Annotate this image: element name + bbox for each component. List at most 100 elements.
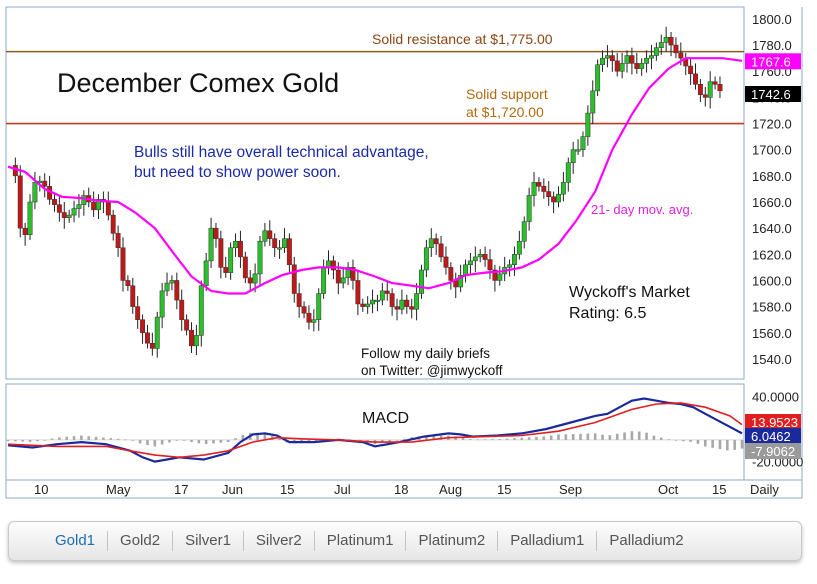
candle-body-up <box>649 55 654 59</box>
candle <box>492 264 498 292</box>
macd-histogram-bar <box>263 433 267 440</box>
candle-body-down <box>384 290 390 294</box>
macd-histogram-bar <box>278 438 281 440</box>
twitter-line1: Follow my daily briefs <box>361 346 490 361</box>
resistance-label: Solid resistance at $1,775.00 <box>372 31 553 47</box>
tab-silver2[interactable]: Silver2 <box>242 531 314 551</box>
candle <box>379 283 385 306</box>
macd-histogram-bar <box>740 439 744 449</box>
candle-body-down <box>125 280 131 286</box>
candle-body-up <box>345 267 351 279</box>
candle <box>531 171 537 207</box>
candle <box>423 239 429 278</box>
candle-body-down <box>355 280 361 305</box>
candle-body-down <box>179 299 185 320</box>
candle-body-up <box>658 42 664 48</box>
macd-histogram-bar <box>50 438 54 440</box>
candle <box>306 305 312 330</box>
macd-histogram-bar <box>513 438 516 440</box>
candle-body-down <box>693 73 698 85</box>
x-tick-label: May <box>106 482 131 497</box>
macd-histogram-bar <box>593 433 597 440</box>
tab-platinum2[interactable]: Platinum2 <box>405 531 497 551</box>
candle-body-up <box>458 274 464 288</box>
candle <box>203 253 209 291</box>
candle-body-up <box>32 182 38 203</box>
candle-body-down <box>91 201 97 211</box>
macd-histogram-bar <box>234 438 237 440</box>
x-axis-frame <box>5 479 803 499</box>
candle <box>526 187 532 231</box>
candle-body-up <box>321 267 327 294</box>
bulls-note-line2: but need to show power soon. <box>134 164 341 181</box>
candle <box>125 275 131 291</box>
macd-histogram-bar <box>564 434 568 440</box>
ma-price-tag: 1767.6 <box>745 53 801 70</box>
candle <box>663 26 669 52</box>
candle-body-up <box>340 277 346 284</box>
macd-histogram-bar <box>491 439 494 441</box>
candle-body-down <box>433 238 439 245</box>
candle-body-up <box>556 193 561 203</box>
candle <box>130 277 136 314</box>
candle-body-up <box>203 260 209 286</box>
candle-body-up <box>570 149 576 164</box>
candle-body-down <box>404 299 410 307</box>
candle <box>296 283 302 318</box>
last-price-tag: 1742.6 <box>745 85 801 102</box>
candle <box>512 246 517 276</box>
candle-body-up <box>512 254 517 266</box>
tab-palladium1[interactable]: Palladium1 <box>497 531 596 551</box>
support-label-line2: at $1,720.00 <box>466 104 544 120</box>
candle <box>629 47 635 75</box>
candle <box>560 171 566 202</box>
candle <box>218 230 224 279</box>
candle <box>541 178 547 199</box>
candle <box>145 324 150 349</box>
candle-body-up <box>604 55 610 59</box>
tab-gold1[interactable]: Gold1 <box>55 532 96 549</box>
y-tick-label: 1800.0 <box>752 12 792 27</box>
tab-silver1[interactable]: Silver1 <box>172 531 243 551</box>
macd-histogram-bar <box>505 438 509 440</box>
candle <box>32 171 38 210</box>
x-tick-label: Oct <box>658 482 679 497</box>
macd-histogram-bar <box>615 433 619 440</box>
tab-palladium2[interactable]: Palladium2 <box>596 531 695 551</box>
y-tick-label: 1580.0 <box>752 300 792 315</box>
candle-body-down <box>301 306 307 314</box>
macd-histogram-bar <box>498 439 502 440</box>
macd-histogram-bar <box>652 435 656 440</box>
candle-body-up <box>526 195 532 222</box>
candle-body-down <box>668 36 674 46</box>
candle-body-down <box>115 233 121 249</box>
candle-body-down <box>184 319 190 331</box>
candle-body-down <box>110 214 116 234</box>
macd-histogram-bar <box>667 439 670 441</box>
macd-histogram-bar <box>681 439 685 442</box>
tab-platinum1[interactable]: Platinum1 <box>313 531 406 551</box>
tab-gold2[interactable]: Gold2 <box>107 531 172 551</box>
candle-body-up <box>560 182 566 195</box>
macd-histogram-bar <box>659 437 663 440</box>
macd-hist-tag-text: -7.9062 <box>751 444 795 459</box>
candle-body-down <box>536 182 542 187</box>
macd-histogram-bar <box>124 439 127 441</box>
candle-body-down <box>272 238 278 249</box>
macd-histogram-bar <box>439 435 443 440</box>
candle-body-up <box>159 290 165 318</box>
candle-body-up <box>467 260 473 266</box>
candle <box>507 259 513 277</box>
macd-histogram-bar <box>608 435 612 440</box>
candle <box>521 216 527 249</box>
candle-body-up <box>208 227 214 262</box>
candle-body-up <box>233 240 238 249</box>
candle-body-up <box>419 269 424 294</box>
candle <box>487 249 493 280</box>
candle <box>291 256 297 303</box>
candle-body-down <box>634 63 640 69</box>
candle <box>286 233 292 272</box>
macd-histogram-bar <box>72 436 76 440</box>
candle-body-up <box>531 182 537 196</box>
macd-histogram-bar <box>542 436 546 440</box>
